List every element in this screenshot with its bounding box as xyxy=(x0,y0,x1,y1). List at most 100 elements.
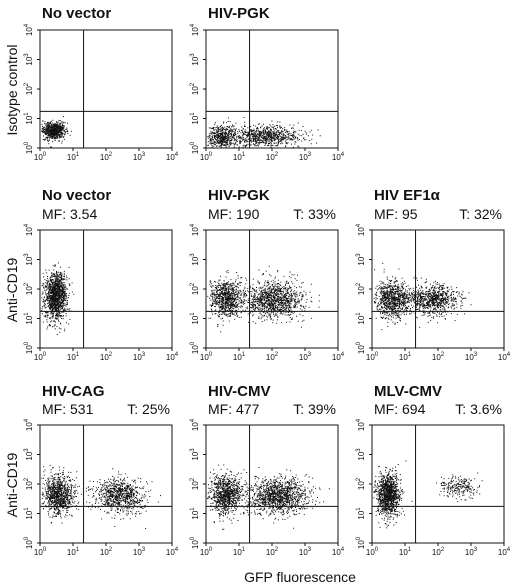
population-dots xyxy=(41,464,80,524)
y-tick-label: 104 xyxy=(190,23,200,36)
y-tick-label: 100 xyxy=(356,536,366,549)
y-tick-label: 102 xyxy=(190,282,200,295)
population-dots xyxy=(373,460,413,529)
transduction-value: T: 3.6% xyxy=(455,401,502,417)
x-tick-label: 102 xyxy=(100,352,113,362)
x-tick-label: 100 xyxy=(34,152,47,162)
x-tick-label: 103 xyxy=(299,547,312,557)
event-dots xyxy=(207,265,320,333)
y-tick-label: 103 xyxy=(24,448,34,461)
y-tick-label: 104 xyxy=(190,223,200,236)
population-dots xyxy=(436,472,483,503)
x-tick-label: 101 xyxy=(67,152,80,162)
x-tick-label: 104 xyxy=(498,547,511,557)
y-tick-label: 102 xyxy=(24,477,34,490)
mf-value: MF: 3.54 xyxy=(42,206,97,222)
population-dots xyxy=(373,262,419,331)
x-tick-label: 104 xyxy=(166,547,179,557)
y-tick-label: 101 xyxy=(24,312,34,325)
event-dots xyxy=(41,116,72,148)
y-tick-label: 102 xyxy=(356,282,366,295)
event-dots xyxy=(207,464,330,530)
y-tick-label: 103 xyxy=(24,53,34,66)
population-dots xyxy=(72,468,161,529)
x-tick-label: 103 xyxy=(465,352,478,362)
mf-value: MF: 531 xyxy=(42,401,94,417)
y-tick-label: 102 xyxy=(24,82,34,95)
panels: No vector100100101101102102103103104104H… xyxy=(24,5,511,557)
population-dots xyxy=(41,262,75,335)
x-tick-label: 102 xyxy=(432,352,445,362)
x-tick-label: 102 xyxy=(266,152,279,162)
transduction-value: T: 33% xyxy=(293,206,336,222)
x-axis-label: GFP fluorescence xyxy=(244,569,356,585)
y-tick-label: 103 xyxy=(190,53,200,66)
population-dots xyxy=(207,270,252,333)
x-tick-label: 104 xyxy=(166,152,179,162)
y-tick-label: 100 xyxy=(190,536,200,549)
mf-value: MF: 477 xyxy=(208,401,260,417)
y-tick-label: 103 xyxy=(190,448,200,461)
y-tick-label: 101 xyxy=(190,112,200,125)
y-tick-label: 104 xyxy=(24,223,34,236)
event-dots xyxy=(207,117,321,148)
transduction-value: T: 39% xyxy=(293,401,336,417)
y-tick-label: 100 xyxy=(24,141,34,154)
x-tick-label: 100 xyxy=(200,352,213,362)
x-tick-label: 100 xyxy=(366,547,379,557)
event-dots xyxy=(373,262,472,331)
y-tick-label: 101 xyxy=(190,507,200,520)
y-tick-label: 101 xyxy=(24,507,34,520)
x-tick-label: 102 xyxy=(432,547,445,557)
y-tick-label: 101 xyxy=(356,507,366,520)
x-tick-label: 100 xyxy=(200,547,213,557)
y-tick-label: 101 xyxy=(356,312,366,325)
population-dots xyxy=(208,117,321,148)
y-tick-label: 104 xyxy=(356,418,366,431)
population-dots xyxy=(233,467,330,529)
population-dots xyxy=(229,265,320,328)
x-tick-label: 103 xyxy=(299,152,312,162)
y-tick-label: 102 xyxy=(356,477,366,490)
x-tick-label: 102 xyxy=(266,547,279,557)
y-tick-label: 100 xyxy=(356,341,366,354)
x-tick-label: 103 xyxy=(133,547,146,557)
panel-title: MLV-CMV xyxy=(374,383,442,400)
row-label: Anti-CD19 xyxy=(4,258,20,323)
y-tick-label: 100 xyxy=(24,536,34,549)
x-tick-label: 103 xyxy=(133,352,146,362)
x-tick-label: 104 xyxy=(332,352,345,362)
row-label: Isotype control xyxy=(4,44,20,135)
x-tick-label: 101 xyxy=(399,352,412,362)
event-dots xyxy=(373,460,483,529)
y-tick-label: 101 xyxy=(190,312,200,325)
panel-title: HIV-PGK xyxy=(208,5,270,22)
x-tick-label: 102 xyxy=(100,547,113,557)
panel-title: No vector xyxy=(42,187,111,204)
y-tick-label: 100 xyxy=(190,141,200,154)
y-tick-label: 102 xyxy=(190,82,200,95)
y-tick-label: 102 xyxy=(190,477,200,490)
panel-title: HIV-CMV xyxy=(208,383,271,400)
x-tick-label: 101 xyxy=(233,152,246,162)
mf-value: MF: 694 xyxy=(374,401,426,417)
x-tick-label: 101 xyxy=(67,547,80,557)
population-dots xyxy=(41,116,72,148)
row-labels: Isotype control Anti-CD19 Anti-CD19 xyxy=(4,44,20,517)
x-tick-label: 104 xyxy=(498,352,511,362)
panel-title: No vector xyxy=(42,5,111,22)
x-tick-label: 103 xyxy=(299,352,312,362)
x-tick-label: 104 xyxy=(166,352,179,362)
x-tick-label: 101 xyxy=(233,352,246,362)
y-tick-label: 103 xyxy=(24,253,34,266)
event-dots xyxy=(41,262,75,335)
x-tick-label: 100 xyxy=(34,547,47,557)
x-tick-label: 104 xyxy=(332,547,345,557)
population-dots xyxy=(207,464,249,530)
x-tick-label: 102 xyxy=(266,352,279,362)
x-tick-label: 104 xyxy=(332,152,345,162)
mf-value: MF: 190 xyxy=(208,206,260,222)
x-tick-label: 101 xyxy=(399,547,412,557)
